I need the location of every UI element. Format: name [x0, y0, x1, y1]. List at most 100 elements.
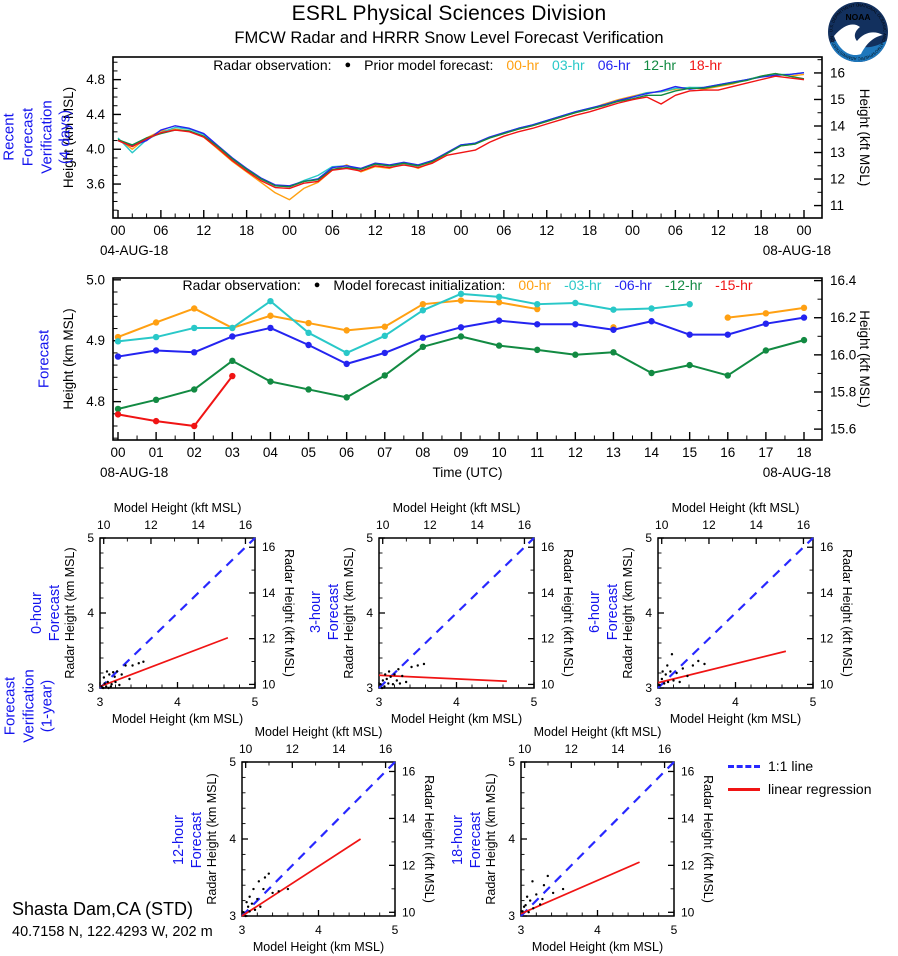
series-00-hr-point — [762, 310, 770, 317]
series--03-hr-line — [117, 292, 690, 354]
xtick-label: 16 — [720, 445, 735, 460]
data-point — [666, 680, 670, 684]
kft-xtick-label: 16 — [518, 518, 532, 532]
km-xtick-label: 4 — [732, 695, 739, 709]
data-point — [257, 880, 261, 883]
right-axis-title: Radar Height (kft MSL) — [282, 549, 296, 677]
data-point — [670, 653, 674, 656]
data-point — [389, 675, 392, 678]
data-point — [691, 664, 695, 667]
series--06-hr-point — [495, 317, 503, 324]
legend-item-03hr: -03-hr — [564, 277, 602, 293]
ytick-label: 4.0 — [86, 142, 105, 157]
data-point — [681, 667, 684, 670]
xtick-label: 12 — [568, 445, 583, 460]
legend-item-12hr: -12-hr — [664, 277, 703, 293]
xtick-label: 15 — [682, 445, 697, 460]
xtick-label: 05 — [301, 445, 316, 460]
xtick-label: 11 — [530, 445, 544, 460]
kft-ytick-label: 12 — [681, 858, 695, 872]
data-point — [103, 682, 106, 685]
legend-one-to-one: 1:1 line — [728, 758, 872, 774]
kft-xtick-label: 10 — [518, 742, 532, 756]
data-point — [385, 677, 388, 681]
series-00-hr-point — [457, 297, 465, 304]
date-right-label: 08-AUG-18 — [763, 243, 831, 258]
kft-xtick-label: 14 — [332, 742, 346, 756]
scatter-3hr-title: 3-hour Forecast — [307, 583, 342, 641]
series--12-hr-point — [572, 351, 579, 358]
data-point — [113, 675, 116, 678]
series--03-hr-point — [457, 290, 465, 298]
km-ytick-label: 4 — [508, 832, 515, 846]
legend-item-18hr: 18-hr — [689, 57, 722, 73]
kft-ytick-label: 16 — [681, 764, 695, 778]
xtick-label: 18 — [582, 223, 597, 238]
xtick-label: 00 — [110, 223, 125, 238]
series--12-hr-point — [534, 346, 541, 354]
series--03-hr-point — [114, 338, 122, 345]
series--06-hr-point — [534, 321, 541, 328]
right-axis-title: Radar Height (kft MSL) — [840, 549, 854, 677]
series--12-hr-point — [648, 369, 655, 377]
series--03-hr-point — [419, 307, 427, 314]
km-ytick-label: 4 — [87, 606, 94, 620]
left-axis-title: Radar Height (km MSL) — [484, 773, 498, 904]
data-point — [248, 910, 251, 913]
series--06-hr-point — [191, 349, 198, 356]
one-to-one-line — [241, 761, 396, 917]
xtick-label: 06 — [668, 223, 683, 238]
series-00-hr-line — [117, 72, 805, 201]
data-point — [118, 683, 121, 687]
series-00-hr-point — [191, 305, 198, 312]
kft-ytick-label: 16 — [402, 764, 416, 778]
series--12-hr-point — [800, 336, 808, 344]
data-point — [286, 887, 290, 891]
station-name: Shasta Dam,CA (STD) — [12, 899, 194, 919]
x-axis-title: Time (UTC) — [433, 465, 503, 480]
ytick-right-label: 16.2 — [830, 310, 856, 325]
xtick-label: 14 — [644, 445, 660, 460]
ytick-label: 4.8 — [86, 394, 105, 409]
legend-item-06hr: 06-hr — [597, 57, 631, 73]
top-axis-title: Model Height (kft MSL) — [672, 501, 800, 515]
regression-line-swatch — [728, 787, 760, 791]
series--03-hr-point — [152, 333, 160, 341]
data-point — [387, 670, 391, 673]
kft-xtick-label: 16 — [797, 518, 811, 532]
data-point — [528, 899, 532, 902]
series--06-hr-point — [343, 360, 350, 368]
kft-ytick-label: 10 — [820, 677, 834, 691]
data-point — [259, 905, 262, 908]
series-18-hr-line — [117, 75, 805, 190]
series--03-hr-point — [191, 324, 198, 332]
chart2-legend: Radar observation: ● Model forecast initia… — [113, 277, 822, 293]
data-point — [422, 662, 426, 666]
ytick-right-label: 15 — [830, 92, 845, 107]
series--06-hr-point — [800, 314, 808, 321]
data-point — [263, 876, 267, 879]
data-point — [532, 907, 535, 910]
series--03-hr-point — [495, 293, 503, 301]
xtick-label: 06 — [325, 223, 340, 238]
legend-radar-observation-label: Radar observation: — [182, 277, 301, 293]
km-ytick-label: 4 — [645, 606, 652, 620]
data-point — [393, 673, 396, 676]
data-point — [404, 680, 408, 684]
data-point — [538, 903, 542, 906]
km-xtick-label: 5 — [671, 923, 678, 937]
ytick-right-label: 13 — [830, 145, 845, 160]
data-point — [109, 685, 113, 688]
top-axis-title: Model Height (kft MSL) — [255, 725, 383, 739]
radar-observation-dot-icon: ● — [313, 278, 321, 291]
kft-ytick-label: 10 — [262, 677, 276, 691]
legend-item-00hr: 00-hr — [506, 57, 540, 73]
xtick-label: 00 — [282, 223, 297, 238]
kft-xtick-label: 12 — [144, 518, 158, 532]
km-ytick-label: 5 — [366, 531, 373, 545]
data-point — [664, 673, 667, 676]
km-xtick-label: 5 — [810, 695, 817, 709]
